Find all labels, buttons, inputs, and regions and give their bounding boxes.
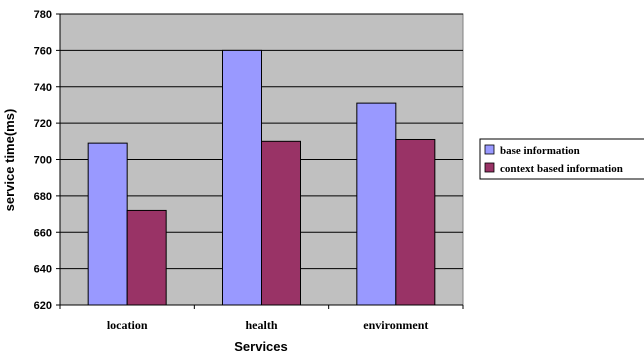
legend-swatch-base-information xyxy=(484,144,495,155)
bar-context-based-information-location xyxy=(126,209,167,306)
y-tick-label: 660 xyxy=(34,227,52,239)
y-tick-label: 780 xyxy=(34,9,52,21)
x-category-labels: location health environment xyxy=(107,318,429,332)
y-tick-label: 640 xyxy=(34,264,52,276)
legend-swatch-context-based-information xyxy=(484,162,495,173)
x-axis-title: Services xyxy=(234,339,288,354)
y-tick-labels: 620 640 660 680 700 720 740 760 780 xyxy=(34,9,52,312)
legend-label-context-based-information: context based information xyxy=(500,163,623,175)
bar-base-information-location xyxy=(87,142,128,306)
x-category-label-location: location xyxy=(107,318,148,332)
bar-base-information-environment xyxy=(356,102,397,306)
x-category-label-environment: environment xyxy=(363,318,428,332)
bar-context-based-information-health xyxy=(261,140,301,306)
y-tick-label: 700 xyxy=(34,155,52,167)
y-axis-title: service time(ms) xyxy=(2,109,17,212)
y-tick-label: 720 xyxy=(34,118,52,130)
y-tick-label: 740 xyxy=(34,82,52,94)
y-tick-label: 620 xyxy=(34,300,52,312)
bar-context-based-information-environment xyxy=(395,138,436,306)
legend: base information context based informati… xyxy=(479,138,644,180)
y-tick-label: 760 xyxy=(34,45,52,57)
bars xyxy=(87,49,436,306)
axes xyxy=(56,13,464,309)
x-category-label-health: health xyxy=(245,318,277,332)
legend-label-base-information: base information xyxy=(500,145,580,157)
y-tick-label: 680 xyxy=(34,191,52,203)
legend-box xyxy=(479,138,644,180)
bar-base-information-health xyxy=(222,49,262,306)
